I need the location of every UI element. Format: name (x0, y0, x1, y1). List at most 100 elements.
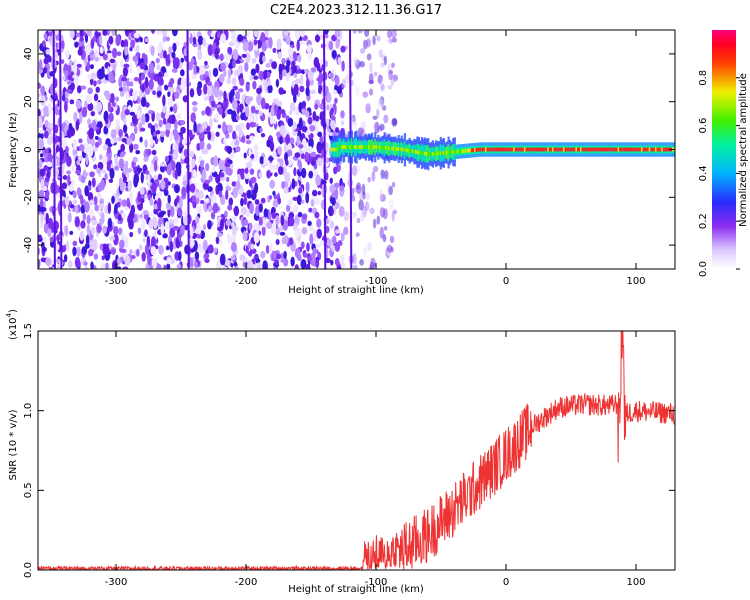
spectrogram-cell (74, 41, 79, 48)
x-tick-label: 100 (626, 276, 645, 287)
spectrogram-cell (260, 197, 266, 204)
carrier-core (378, 145, 382, 150)
spectrogram-cell (74, 256, 81, 269)
spectrogram-cell (312, 247, 317, 254)
spectrogram-cell (281, 89, 287, 95)
spectrogram-cell (266, 169, 271, 179)
spectrogram-cell (190, 239, 195, 247)
spectrogram-cell (96, 101, 103, 113)
carrier-core (631, 147, 634, 152)
spectrogram-cell (296, 68, 302, 74)
spectrogram-cell (40, 95, 46, 107)
spectrogram-cell (294, 214, 300, 227)
carrier-core (647, 147, 650, 152)
spectrogram-cell (115, 119, 121, 128)
spectrogram-cell (183, 48, 188, 57)
spectrogram-cell (157, 173, 163, 181)
spectrogram-cell (87, 191, 94, 202)
carrier-core (612, 147, 616, 152)
spectrogram-cell (149, 198, 154, 206)
carrier-core (453, 150, 456, 154)
spectrogram-cell (160, 130, 165, 138)
spectrogram-cell (281, 181, 286, 189)
carrier-core (639, 147, 642, 152)
carrier-core (361, 145, 364, 150)
spectrogram-cell (231, 216, 238, 221)
spectrogram-cell (210, 32, 215, 38)
carrier-core (505, 147, 508, 152)
spectrogram-cell (38, 189, 45, 201)
spectrogram-cell (306, 44, 312, 55)
spectrogram-cell (132, 156, 138, 163)
spectrogram-cell (88, 144, 94, 157)
spectrogram-cell (86, 94, 92, 105)
carrier-core (464, 148, 467, 153)
spectrogram-cell (207, 44, 213, 56)
spectrogram-cell (331, 243, 337, 252)
carrier-core (374, 145, 377, 150)
spectrogram-cell (205, 106, 211, 116)
spectrogram-cell (355, 182, 362, 195)
spectrogram-cell (141, 84, 145, 92)
carrier-core (623, 147, 626, 152)
spectrogram-cell (180, 69, 185, 77)
spectrogram-cell (136, 248, 140, 257)
spectrogram-cell (259, 70, 264, 81)
spectrogram-cell (268, 156, 274, 162)
spectrogram-cell (313, 57, 320, 68)
spectrogram-cell (204, 258, 210, 264)
carrier-core (428, 152, 431, 157)
spectrogram-cell (292, 204, 299, 213)
spectrogram-cell (201, 121, 208, 130)
spectrogram-cell (261, 41, 267, 52)
spectrogram-cell (223, 210, 228, 219)
carrier-core (534, 147, 538, 152)
spectrogram-cell (307, 70, 314, 81)
spectrogram-cell (151, 184, 157, 194)
carrier-core (564, 147, 567, 152)
carrier-core (380, 145, 383, 150)
spectrogram-cell (300, 241, 305, 250)
spectrogram-cell (182, 180, 188, 187)
spectrogram-cell (223, 68, 227, 78)
spectrogram-cell (165, 201, 172, 211)
spectrogram-cell (40, 85, 46, 96)
spectrogram-cell (94, 135, 99, 140)
spectrogram-cell (207, 219, 212, 230)
spectrogram-cell (307, 220, 312, 226)
spectrogram-cell (89, 209, 94, 218)
spectrogram-cell (291, 178, 296, 190)
carrier-core (483, 147, 486, 152)
spectrogram-cell (124, 109, 130, 116)
spectrogram-cell (325, 172, 329, 181)
spectrogram-cell (258, 216, 263, 226)
spectrogram-cell (173, 225, 179, 231)
spectrogram-cell (79, 30, 84, 38)
spectrogram-cell (66, 170, 72, 175)
spectrogram-cell (219, 172, 225, 178)
spectrogram-cell (171, 68, 178, 73)
spectrogram-cell (304, 68, 310, 74)
spectrogram-cell (376, 35, 381, 42)
spectrogram-cell (172, 42, 177, 52)
spectrogram-cell (226, 77, 232, 85)
spectrogram-cell (388, 69, 393, 81)
spectrogram-cell (84, 266, 88, 269)
spectrogram-cell (90, 137, 95, 147)
spectrogram-cell (266, 139, 271, 145)
carrier-core (664, 147, 667, 152)
spectrogram-cell (123, 63, 130, 68)
spectrogram-cell (246, 161, 253, 169)
spectrogram-cell (193, 121, 197, 133)
spectrogram-cell (45, 212, 49, 225)
spectrogram-cell (203, 252, 210, 259)
spectrogram-cell (267, 80, 272, 86)
spectrogram-cell (331, 235, 337, 245)
spectrogram-cell (226, 233, 231, 242)
carrier-core (558, 147, 561, 152)
spectrogram-cell (253, 150, 259, 162)
spectrogram-x-label: Height of straight line (km) (288, 285, 424, 296)
carrier-core (335, 147, 338, 152)
spectrogram-cell (120, 39, 125, 48)
spectrogram-cell (169, 227, 176, 238)
